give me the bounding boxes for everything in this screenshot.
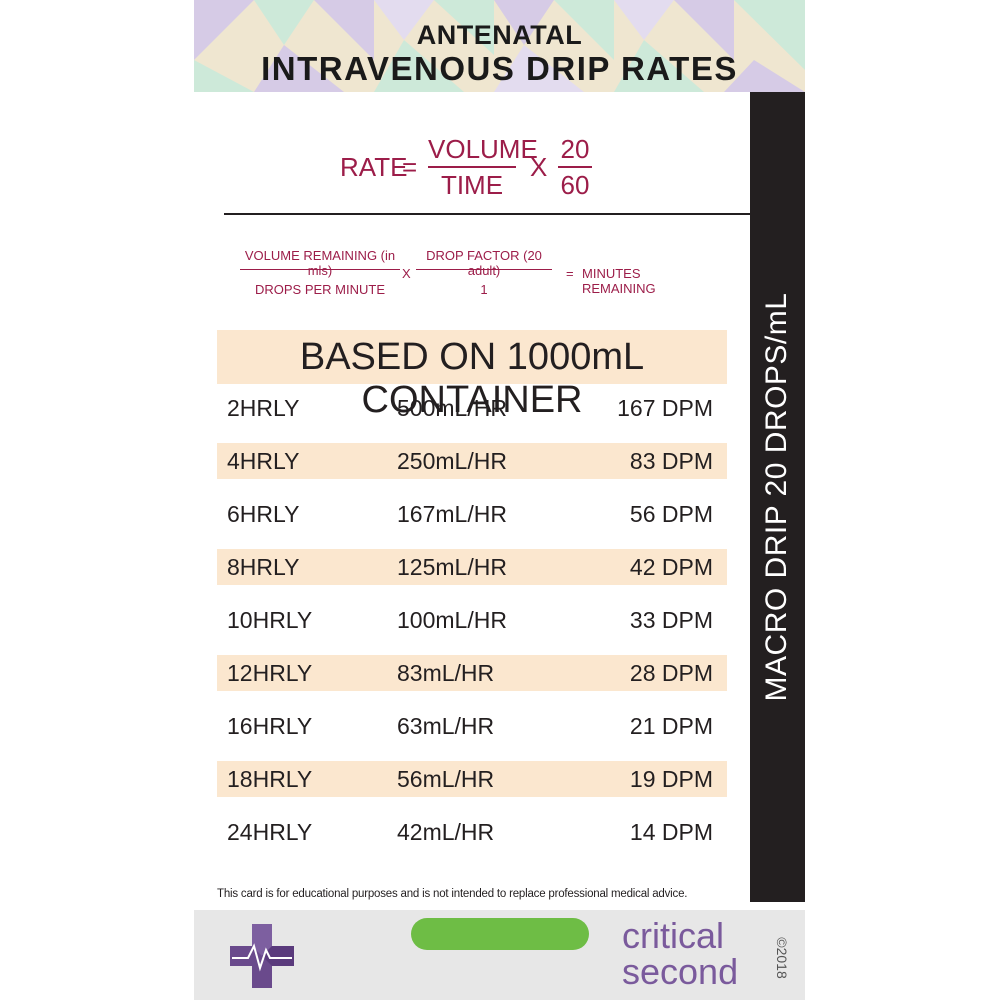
interval-cell: 24HRLY	[227, 819, 313, 845]
table-row: 24HRLY 42mL/HR 14 DPM	[217, 814, 727, 850]
formula2-equals: =	[566, 266, 574, 281]
interval-cell: 4HRLY	[227, 448, 300, 474]
dpm-cell: 56 DPM	[629, 501, 713, 527]
container-banner: BASED ON 1000mL CONTAINER	[217, 330, 727, 421]
formula-times: X	[530, 152, 548, 182]
divider	[224, 213, 750, 215]
formula2-result: MINUTES REMAINING	[582, 266, 656, 296]
rate-cell: 100mL/HR	[397, 607, 507, 633]
rate-cell: 500mL/HR	[397, 395, 507, 421]
dpm-cell: 42 DPM	[629, 554, 713, 580]
formula2-numerator1: VOLUME REMAINING (in mls)	[244, 248, 396, 278]
dpm-cell: 28 DPM	[629, 660, 713, 686]
header-title: INTRAVENOUS DRIP RATES	[261, 50, 738, 87]
table-row: 6HRLY 167mL/HR 56 DPM	[217, 496, 727, 532]
formula2-numerator2: DROP FACTOR (20 adult)	[426, 248, 542, 278]
table-row: 10HRLY 100mL/HR 33 DPM	[217, 602, 727, 638]
drip-rate-card: ANTENATAL INTRAVENOUS DRIP RATES MACRO D…	[194, 0, 805, 1000]
dpm-cell: 33 DPM	[629, 607, 713, 633]
interval-cell: 18HRLY	[227, 766, 313, 792]
header: ANTENATAL INTRAVENOUS DRIP RATES	[194, 0, 805, 92]
side-label: MACRO DRIP 20 DROPS/mL	[760, 292, 793, 702]
header-subtitle: ANTENATAL	[416, 20, 583, 50]
table-row: 16HRLY 63mL/HR 21 DPM	[217, 708, 727, 744]
formula2-denominator2: 1	[480, 282, 488, 297]
fraction-bar	[558, 166, 592, 168]
fraction-bar	[240, 269, 400, 270]
formula-factor-numerator: 20	[560, 134, 590, 164]
side-band: MACRO DRIP 20 DROPS/mL	[750, 92, 805, 902]
rate-cell: 125mL/HR	[397, 554, 507, 580]
rate-cell: 42mL/HR	[397, 819, 495, 845]
formula-equals: =	[402, 152, 418, 182]
table-row: 18HRLY 56mL/HR 19 DPM	[217, 761, 727, 797]
drip-rate-table: 2HRLY 500mL/HR 167 DPM 4HRLY 250mL/HR 83…	[217, 390, 727, 867]
interval-cell: 2HRLY	[227, 395, 300, 421]
table-row: 2HRLY 500mL/HR 167 DPM	[217, 390, 727, 426]
footer: critical second ©2018	[194, 910, 805, 1000]
brand-line2: second	[622, 951, 739, 992]
formula-factor-denominator: 60	[560, 170, 590, 200]
dpm-cell: 83 DPM	[629, 448, 713, 474]
formula2-times: X	[402, 266, 411, 281]
interval-cell: 10HRLY	[227, 607, 313, 633]
rate-cell: 250mL/HR	[397, 448, 507, 474]
dpm-cell: 19 DPM	[629, 766, 713, 792]
fraction-bar	[416, 269, 552, 270]
fraction-bar	[428, 166, 516, 168]
banner-text: BASED ON 1000mL CONTAINER	[299, 336, 645, 421]
rate-formula: RATE = VOLUME TIME X 20 60	[340, 132, 600, 202]
rate-cell: 167mL/HR	[397, 501, 507, 527]
rate-cell: 63mL/HR	[397, 713, 495, 739]
interval-cell: 16HRLY	[227, 713, 313, 739]
dpm-cell: 14 DPM	[629, 819, 713, 845]
formula2-denominator1: DROPS PER MINUTE	[254, 282, 385, 297]
interval-cell: 8HRLY	[227, 554, 300, 580]
copyright: ©2018	[774, 937, 790, 979]
table-row: 8HRLY 125mL/HR 42 DPM	[217, 549, 727, 585]
formula-denominator: TIME	[440, 170, 504, 200]
header-pattern	[194, 0, 805, 92]
dpm-cell: 21 DPM	[629, 713, 713, 739]
formula-rate: RATE	[340, 152, 408, 182]
interval-cell: 6HRLY	[227, 501, 300, 527]
interval-cell: 12HRLY	[227, 660, 313, 686]
table-row: 12HRLY 83mL/HR 28 DPM	[217, 655, 727, 691]
formula-numerator: VOLUME	[428, 134, 538, 164]
rate-cell: 56mL/HR	[397, 766, 495, 792]
green-pill	[411, 918, 589, 950]
brand-line1: critical	[622, 915, 725, 956]
dpm-cell: 167 DPM	[617, 395, 713, 421]
minutes-formula: VOLUME REMAINING (in mls) DROPS PER MINU…	[240, 248, 710, 302]
medical-cross-heartbeat-icon	[230, 924, 294, 988]
table-row: 4HRLY 250mL/HR 83 DPM	[217, 443, 727, 479]
disclaimer: This card is for educational purposes an…	[217, 888, 688, 900]
rate-cell: 83mL/HR	[397, 660, 495, 686]
